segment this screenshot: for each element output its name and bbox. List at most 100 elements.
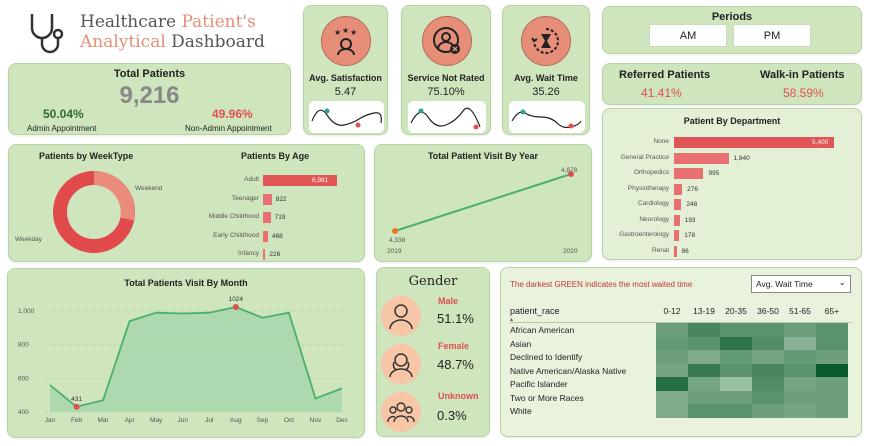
heatmap-cell xyxy=(656,404,688,418)
kpi-value: 35.26 xyxy=(532,86,560,98)
sparkline-max-point xyxy=(418,108,424,114)
x-tick-label: Sep xyxy=(257,417,269,424)
department-bar-value: 193 xyxy=(684,216,696,224)
year-2020-tick: 2020 xyxy=(563,248,578,255)
month-max-point xyxy=(232,303,239,310)
kpi-label: Avg. Wait Time xyxy=(514,73,578,83)
x-tick-label: Oct xyxy=(284,417,294,424)
heatmap-cell xyxy=(752,377,784,391)
department-bar-value: 248 xyxy=(686,201,698,208)
heatmap-row-label: Asian xyxy=(510,338,532,349)
walkin-value: 58.59% xyxy=(783,86,824,100)
heatmap-cell xyxy=(816,390,848,404)
sparkline xyxy=(511,109,582,129)
unknown-value: 0.3% xyxy=(437,408,467,423)
x-tick-label: Nov xyxy=(310,417,322,424)
heatmap-row-label: White xyxy=(510,406,532,416)
heatmap-col-header: 36-50 xyxy=(757,306,779,316)
x-tick-label: Jun xyxy=(177,417,188,424)
nonadmin-pct: 49.96% xyxy=(212,107,253,121)
y-tick-label: 600 xyxy=(18,375,29,382)
heatmap-cell xyxy=(752,323,784,337)
heatmap-cell xyxy=(816,404,848,418)
heatmap-cell xyxy=(752,363,784,377)
kpi-not-rated-card: Service Not Rated 75.10% xyxy=(401,5,491,135)
chevron-down-icon: ⌄ xyxy=(838,277,846,287)
age-bar xyxy=(263,175,337,186)
age-category-label: Middle Childhood xyxy=(208,213,259,220)
heatmap-cell xyxy=(656,390,688,404)
heatmap-cell xyxy=(720,336,752,350)
periods-label: Periods xyxy=(711,11,753,23)
kpi-label: Avg. Satisfaction xyxy=(309,73,382,83)
heatmap-caption: The darkest GREEN indicates the most wai… xyxy=(510,280,693,289)
month-min-point xyxy=(73,403,80,410)
heatmap-cell xyxy=(784,404,816,418)
heatmap-cell xyxy=(784,377,816,391)
sort-icon[interactable]: ▴ xyxy=(510,317,514,323)
heatmap-cell xyxy=(784,336,816,350)
heatmap-cell xyxy=(720,377,752,391)
nonadmin-label: Non-Admin Appointment xyxy=(185,124,272,133)
department-label: Cardiology xyxy=(637,200,669,207)
heatmap-col-header: 13-19 xyxy=(693,306,715,316)
total-patients-card: Total Patients 9,216 50.04% Admin Appoin… xyxy=(8,63,291,135)
year-2019-tick: 2019 xyxy=(387,248,402,255)
x-tick-label: Feb xyxy=(71,417,83,424)
department-title: Patient By Department xyxy=(683,116,781,126)
department-bar xyxy=(674,168,704,179)
month-title: Total Patients Visit By Month xyxy=(124,278,248,288)
x-tick-label: Jul xyxy=(205,417,214,424)
heatmap-cell xyxy=(720,323,752,337)
male-value: 51.1% xyxy=(437,311,474,326)
department-bar-value: 995 xyxy=(708,170,720,177)
department-label: General Practice xyxy=(620,153,669,161)
heatmap-cell xyxy=(720,350,752,364)
heatmap-header-rule xyxy=(510,322,852,323)
age-category-label: Adult xyxy=(244,176,259,183)
heatmap-cell xyxy=(784,350,816,364)
age-bar xyxy=(263,212,271,223)
department-bar xyxy=(674,152,729,164)
month-card: Total Patients Visit By Month 1,000 800 60… xyxy=(7,268,365,438)
month-line xyxy=(49,306,343,408)
department-label: Orthopedics xyxy=(633,169,669,176)
year-2019-value: 4,338 xyxy=(389,237,406,244)
sparkline-min-point xyxy=(473,124,479,130)
periods-slicer: Periods AM PM xyxy=(602,6,862,54)
y-tick-label: 1,000 xyxy=(18,308,35,315)
kpi-wait-card: Avg. Wait Time 35.26 xyxy=(502,5,590,135)
heatmap-cell xyxy=(720,363,752,377)
department-card: Patient By Department None 5,400 General P… xyxy=(602,108,862,260)
heatmap-cell xyxy=(656,350,688,364)
month-min-point-label: 431 xyxy=(71,396,82,403)
department-label: Gastroenterology xyxy=(619,231,669,238)
department-bar-value: 1,840 xyxy=(733,154,750,162)
department-bar xyxy=(674,230,680,241)
y-tick-label: 400 xyxy=(18,409,29,416)
measure-dropdown[interactable]: Avg. Wait Time ⌄ xyxy=(751,275,851,293)
age-category-label: Early Childhood xyxy=(213,231,259,239)
referred-label: Referred Patients xyxy=(619,69,711,81)
sparkline-max-point xyxy=(520,109,526,115)
age-bar-value: 6,981 xyxy=(312,177,329,184)
kpi-value: 5.47 xyxy=(334,86,357,98)
heatmap-cell xyxy=(816,336,848,350)
month-area xyxy=(50,307,342,412)
sparkline-min-point xyxy=(568,123,574,129)
heatmap-cell xyxy=(688,390,720,404)
total-patients-label: Total Patients xyxy=(113,68,186,80)
period-am-button[interactable]: AM xyxy=(649,24,727,47)
heatmap-cell xyxy=(816,350,848,364)
female-icon xyxy=(381,344,421,384)
period-pm-button[interactable]: PM xyxy=(733,24,811,47)
heatmap-cell xyxy=(688,350,720,364)
heatmap-cell xyxy=(656,363,688,377)
heatmap-cell xyxy=(688,336,720,350)
y-tick-label: 800 xyxy=(18,342,29,349)
x-tick-label: Dec xyxy=(336,417,348,424)
heatmap-cell xyxy=(752,404,784,418)
dashboard-header: Healthcare Patient's Analytical Dashboar… xyxy=(6,6,290,60)
svg-text:★: ★ xyxy=(350,28,357,37)
total-patients-value: 9,216 xyxy=(119,82,180,109)
